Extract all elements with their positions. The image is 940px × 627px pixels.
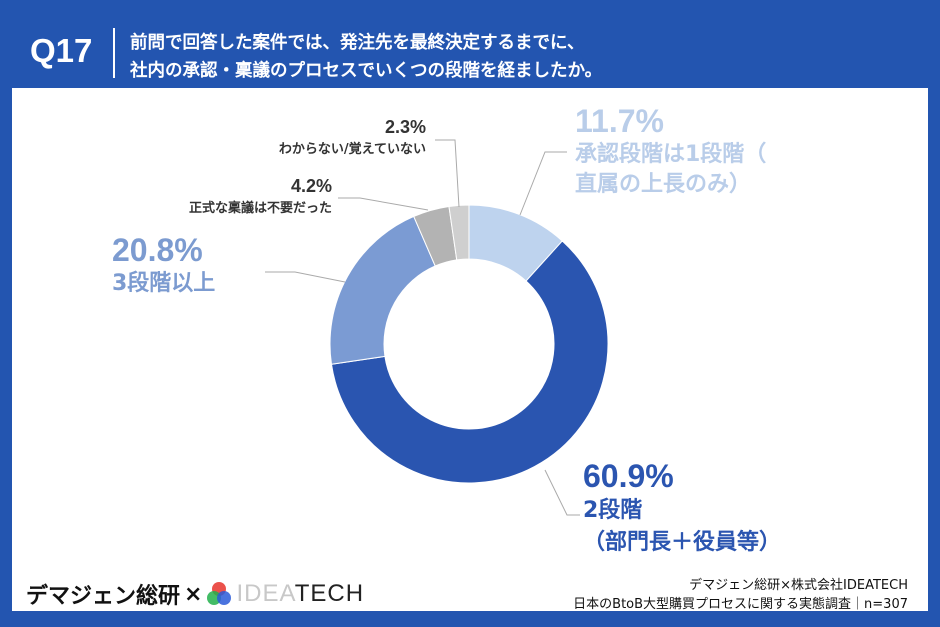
label-slice-2: 20.8% 3段階以上	[112, 232, 215, 299]
donut-slice-1	[330, 240, 609, 484]
donut-slice-2	[329, 215, 436, 365]
ideatech-logo-icon	[207, 582, 232, 605]
leader-line-0	[519, 151, 567, 216]
category-label: わからない/覚えていない	[278, 142, 426, 157]
logo-text: デマジェン総研	[26, 584, 181, 609]
label-slice-4: 2.3% わからない/覚えていない	[279, 117, 426, 157]
category-label: （部門長＋役員等）	[583, 530, 782, 555]
question-text: 前問で回答した案件では、発注先を最終決定するまでに、 社内の承認・稟議のプロセス…	[130, 29, 602, 85]
category-label: 3段階以上	[112, 271, 216, 296]
question-number: Q17	[30, 32, 93, 69]
label-slice-3: 4.2% 正式な稟議は不要だった	[189, 176, 332, 216]
pct-label: 60.9%	[583, 458, 674, 494]
category-label: 直属の上長のみ）	[575, 172, 752, 197]
leader-line-3	[338, 197, 429, 211]
logo-times: ×	[184, 581, 203, 607]
category-label: 正式な稟議は不要だった	[188, 201, 332, 216]
logo: デマジェン総研 × IDEATECH	[26, 578, 364, 610]
label-slice-1: 60.9% 2段階 （部門長＋役員等）	[583, 458, 781, 559]
source-note: デマジェン総研×株式会社IDEATECH 日本のBtoB大型購買プロセスに関する…	[573, 576, 908, 614]
question-line-1: 前問で回答した案件では、発注先を最終決定するまでに、	[130, 33, 585, 53]
pct-label: 11.7%	[575, 103, 664, 139]
category-label: 2段階	[583, 498, 643, 523]
pct-label: 20.8%	[112, 232, 203, 268]
divider	[113, 28, 115, 78]
header: Q17 前問で回答した案件では、発注先を最終決定するまでに、 社内の承認・稟議の…	[0, 0, 940, 88]
pct-label: 2.3%	[384, 117, 426, 137]
source-line-2: 日本のBtoB大型購買プロセスに関する実態調査｜n=307	[573, 597, 908, 612]
label-slice-0: 11.7% 承認段階は1段階（ 直属の上長のみ）	[575, 103, 766, 200]
logo-ideatech: IDEATECH	[236, 580, 365, 607]
pct-label: 4.2%	[290, 176, 332, 196]
leader-line-2	[265, 271, 346, 283]
category-label: 承認段階は1段階（	[575, 142, 767, 167]
donut-slice-4	[448, 204, 470, 261]
source-line-1: デマジェン総研×株式会社IDEATECH	[689, 578, 908, 593]
leader-line-1	[544, 469, 580, 516]
leader-line-4	[435, 139, 460, 208]
question-line-2: 社内の承認・稟議のプロセスでいくつの段階を経ましたか。	[130, 61, 603, 81]
chart-panel	[12, 88, 928, 611]
